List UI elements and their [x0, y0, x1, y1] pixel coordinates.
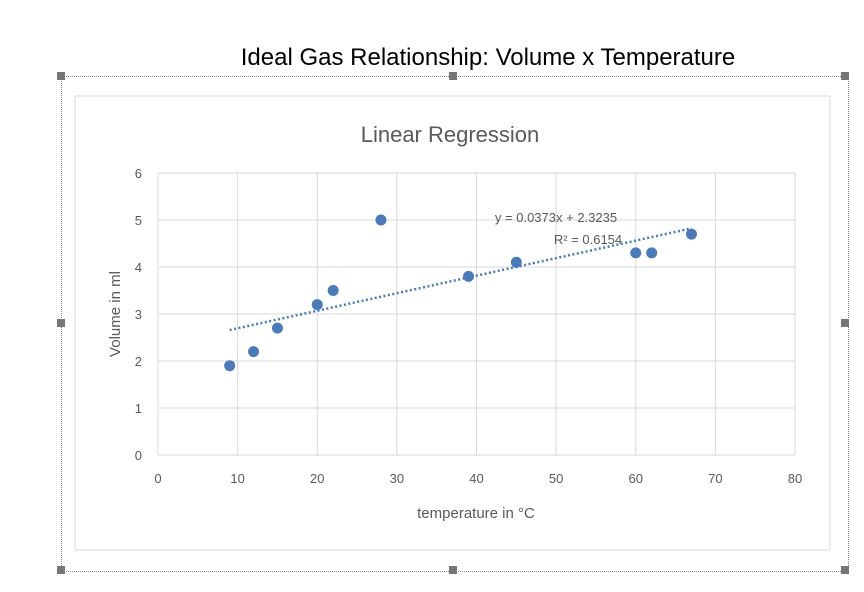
y-tick-label: 3	[135, 307, 142, 322]
data-point	[311, 299, 323, 311]
x-tick-label: 30	[390, 471, 404, 486]
data-point	[327, 285, 339, 296]
y-tick-label: 5	[135, 213, 142, 228]
resize-handle-mr[interactable]	[841, 319, 849, 327]
y-tick-label: 1	[135, 401, 142, 416]
resize-handle-tr[interactable]	[841, 72, 849, 80]
x-tick-label: 20	[310, 471, 324, 486]
x-tick-label: 80	[788, 471, 802, 486]
trendline-r2: R² = 0.6154	[554, 232, 622, 247]
data-point	[463, 270, 475, 282]
x-tick-label: 40	[469, 471, 483, 486]
x-tick-label: 0	[154, 471, 161, 486]
data-point	[630, 247, 642, 259]
data-point	[646, 247, 658, 259]
resize-handle-br[interactable]	[841, 566, 849, 574]
y-tick-label: 0	[135, 448, 142, 463]
resize-handle-tm[interactable]	[449, 72, 457, 80]
resize-handle-tl[interactable]	[57, 72, 65, 80]
x-tick-label: 70	[708, 471, 722, 486]
resize-handle-ml[interactable]	[57, 319, 65, 327]
data-point	[224, 360, 236, 372]
x-axis-label: temperature in °C	[417, 505, 535, 522]
outer-title: Ideal Gas Relationship: Volume x Tempera…	[240, 44, 736, 71]
resize-handle-bm[interactable]	[449, 566, 457, 574]
resize-handle-bl[interactable]	[57, 566, 65, 574]
chart-area[interactable]	[74, 95, 831, 551]
data-point	[248, 346, 260, 358]
x-tick-label: 60	[629, 471, 643, 486]
y-tick-label: 4	[135, 260, 142, 275]
trendline-equation: y = 0.0373x + 2.3235	[495, 210, 617, 225]
data-point	[510, 256, 522, 268]
x-tick-label: 50	[549, 471, 563, 486]
y-tick-label: 2	[135, 354, 142, 369]
y-axis-label: Volume in ml	[107, 271, 124, 357]
data-point	[375, 214, 387, 226]
data-point	[685, 228, 697, 240]
chart-title: Linear Regression	[361, 122, 540, 147]
x-tick-label: 10	[230, 471, 244, 486]
y-tick-label: 6	[135, 166, 142, 181]
data-point	[271, 322, 283, 334]
